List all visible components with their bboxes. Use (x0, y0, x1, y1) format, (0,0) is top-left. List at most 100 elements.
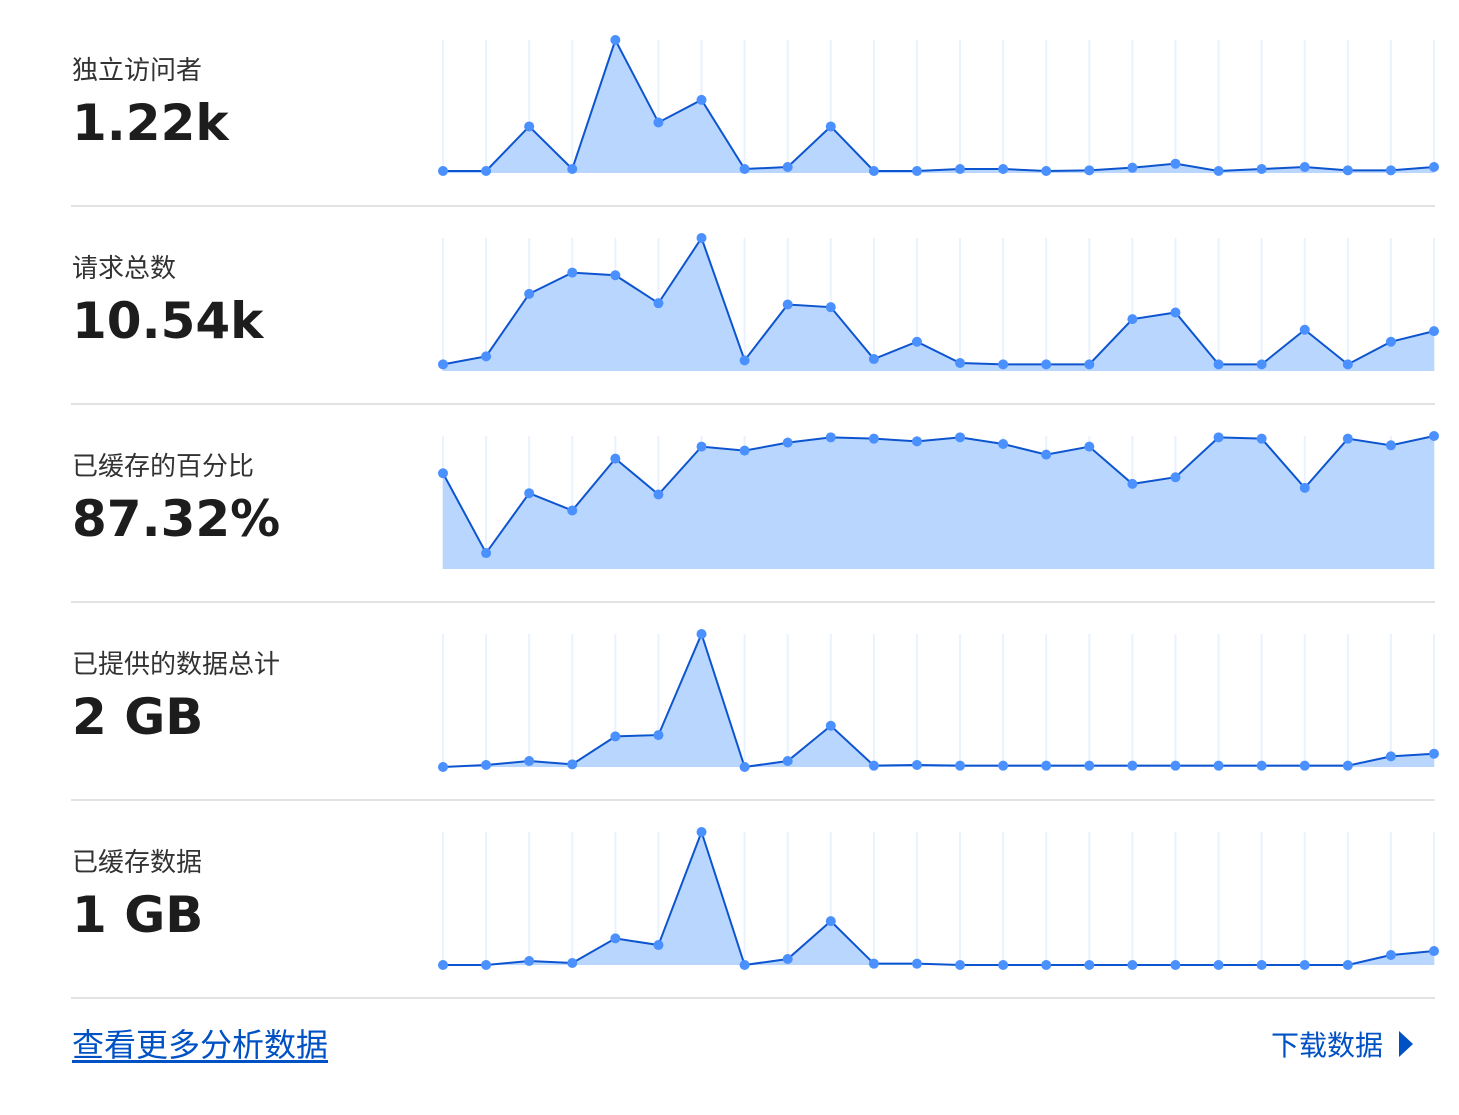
data-point[interactable] (998, 760, 1009, 771)
data-point[interactable] (911, 436, 922, 447)
data-point[interactable] (610, 35, 621, 45)
data-point[interactable] (1385, 165, 1396, 176)
data-point[interactable] (524, 288, 535, 299)
data-point[interactable] (998, 164, 1009, 175)
data-point[interactable] (1041, 166, 1052, 177)
data-point[interactable] (1170, 960, 1181, 970)
data-point[interactable] (782, 756, 793, 767)
data-point[interactable] (1170, 158, 1181, 169)
data-point[interactable] (610, 933, 621, 944)
data-point[interactable] (1299, 162, 1310, 173)
data-point[interactable] (524, 488, 535, 499)
data-point[interactable] (739, 762, 750, 772)
data-point[interactable] (911, 958, 922, 969)
data-point[interactable] (1127, 478, 1138, 489)
data-point[interactable] (1299, 482, 1310, 493)
data-point[interactable] (567, 505, 578, 516)
data-point[interactable] (825, 916, 836, 927)
data-point[interactable] (1256, 359, 1267, 370)
data-point[interactable] (1084, 960, 1095, 970)
data-point[interactable] (524, 756, 535, 767)
data-point[interactable] (868, 958, 879, 969)
data-point[interactable] (1170, 760, 1181, 771)
data-point[interactable] (653, 117, 664, 128)
data-point[interactable] (1041, 960, 1052, 970)
data-point[interactable] (524, 956, 535, 967)
data-point[interactable] (696, 827, 707, 837)
data-point[interactable] (438, 960, 448, 970)
data-point[interactable] (782, 299, 793, 310)
data-point[interactable] (868, 166, 879, 177)
data-point[interactable] (998, 359, 1009, 370)
data-point[interactable] (1299, 760, 1310, 771)
data-point[interactable] (481, 760, 492, 771)
data-point[interactable] (438, 359, 448, 370)
data-point[interactable] (481, 351, 492, 362)
data-point[interactable] (739, 445, 750, 456)
data-point[interactable] (567, 958, 578, 969)
data-point[interactable] (1084, 165, 1095, 176)
data-point[interactable] (1385, 950, 1396, 961)
data-point[interactable] (610, 731, 621, 742)
data-point[interactable] (653, 940, 664, 951)
data-point[interactable] (481, 960, 492, 970)
data-point[interactable] (1127, 760, 1138, 771)
data-point[interactable] (1127, 960, 1138, 970)
data-point[interactable] (1213, 960, 1224, 970)
data-point[interactable] (696, 94, 707, 105)
data-point[interactable] (696, 629, 707, 639)
data-point[interactable] (825, 720, 836, 731)
data-point[interactable] (1429, 946, 1439, 957)
data-point[interactable] (782, 954, 793, 965)
data-point[interactable] (1213, 760, 1224, 771)
data-point[interactable] (911, 336, 922, 347)
data-point[interactable] (1385, 336, 1396, 347)
data-point[interactable] (1084, 359, 1095, 370)
data-point[interactable] (1127, 314, 1138, 325)
data-point[interactable] (1429, 326, 1439, 337)
data-point[interactable] (1342, 760, 1353, 771)
data-point[interactable] (868, 354, 879, 365)
data-point[interactable] (955, 760, 966, 771)
data-point[interactable] (653, 489, 664, 500)
data-point[interactable] (1041, 760, 1052, 771)
data-point[interactable] (438, 166, 448, 177)
data-point[interactable] (825, 432, 836, 443)
data-point[interactable] (1084, 760, 1095, 771)
data-point[interactable] (438, 762, 448, 772)
data-point[interactable] (739, 960, 750, 970)
data-point[interactable] (955, 358, 966, 369)
data-point[interactable] (1127, 162, 1138, 173)
data-point[interactable] (1429, 162, 1439, 173)
data-point[interactable] (1256, 760, 1267, 771)
data-point[interactable] (1342, 433, 1353, 444)
data-point[interactable] (1256, 960, 1267, 970)
data-point[interactable] (696, 441, 707, 452)
data-point[interactable] (1256, 164, 1267, 175)
data-point[interactable] (1170, 472, 1181, 483)
data-point[interactable] (1213, 166, 1224, 177)
data-point[interactable] (782, 437, 793, 448)
data-point[interactable] (567, 164, 578, 175)
data-point[interactable] (610, 270, 621, 281)
data-point[interactable] (911, 166, 922, 177)
data-point[interactable] (1385, 440, 1396, 451)
data-point[interactable] (1342, 165, 1353, 176)
data-point[interactable] (782, 162, 793, 173)
data-point[interactable] (1170, 307, 1181, 318)
data-point[interactable] (567, 759, 578, 770)
data-point[interactable] (1299, 324, 1310, 335)
data-point[interactable] (1213, 432, 1224, 443)
data-point[interactable] (653, 298, 664, 309)
data-point[interactable] (438, 468, 448, 479)
data-point[interactable] (1041, 449, 1052, 460)
data-point[interactable] (998, 960, 1009, 970)
data-point[interactable] (481, 548, 492, 559)
view-more-analytics-link[interactable]: 查看更多分析数据 (72, 1026, 329, 1064)
data-point[interactable] (1429, 431, 1439, 441)
data-point[interactable] (998, 438, 1009, 449)
data-point[interactable] (1299, 960, 1310, 970)
data-point[interactable] (1213, 359, 1224, 370)
data-point[interactable] (1041, 359, 1052, 370)
data-point[interactable] (481, 166, 492, 177)
